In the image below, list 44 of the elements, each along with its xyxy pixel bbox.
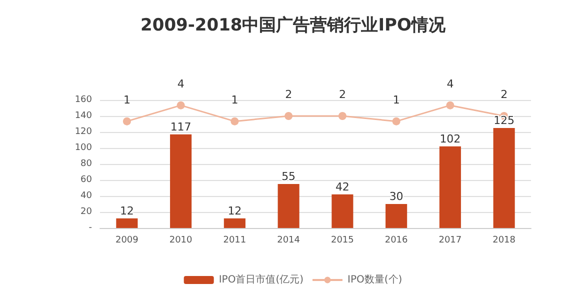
y-tick-label: 160 [74, 95, 92, 105]
y-tick-label: 20 [80, 207, 92, 217]
data-label: 55 [282, 170, 296, 183]
x-tick-label: 2010 [169, 236, 193, 246]
x-tick-label: 2009 [115, 236, 139, 246]
bar [224, 218, 246, 228]
data-label: 1 [123, 93, 130, 106]
x-tick-label: 2017 [438, 236, 462, 246]
data-label: 102 [440, 132, 461, 146]
bar [439, 146, 461, 228]
y-tick-label: 80 [80, 159, 92, 169]
x-tick-label: 2018 [492, 236, 516, 246]
bar [332, 194, 354, 228]
x-tick-label: 2014 [277, 236, 300, 246]
legend-label: IPO首日市值(亿元) [218, 274, 304, 286]
legend-label: IPO数量(个) [348, 274, 402, 286]
y-tick-label: 120 [74, 127, 92, 137]
y-tick-label: 60 [80, 175, 92, 185]
x-tick-label: 2015 [330, 236, 354, 246]
data-label: 2 [338, 88, 346, 101]
bar [278, 184, 300, 228]
data-label: 4 [446, 77, 454, 90]
chart-title: 2009-2018中国广告营销行业IPO情况 [140, 16, 446, 36]
x-tick-label: 2011 [223, 236, 246, 246]
y-tick-label: 40 [80, 191, 92, 201]
data-label: 1 [392, 93, 400, 106]
bar [170, 134, 192, 228]
data-label: 125 [494, 114, 515, 127]
data-label: 2 [500, 88, 508, 101]
data-label: 117 [170, 120, 192, 134]
data-label: 2 [285, 88, 292, 101]
bar [116, 218, 138, 228]
data-label: 30 [389, 190, 404, 203]
data-label: 12 [120, 204, 134, 218]
y-tick-label: - [88, 223, 92, 233]
y-tick-label: 100 [74, 143, 92, 153]
y-tick-label: 140 [74, 111, 92, 121]
data-label: 4 [177, 77, 184, 90]
bar [493, 128, 515, 228]
data-label: 42 [335, 180, 350, 194]
data-label: 12 [228, 204, 242, 218]
x-tick-label: 2016 [384, 236, 408, 246]
bar [386, 204, 408, 228]
data-label: 1 [231, 93, 238, 106]
